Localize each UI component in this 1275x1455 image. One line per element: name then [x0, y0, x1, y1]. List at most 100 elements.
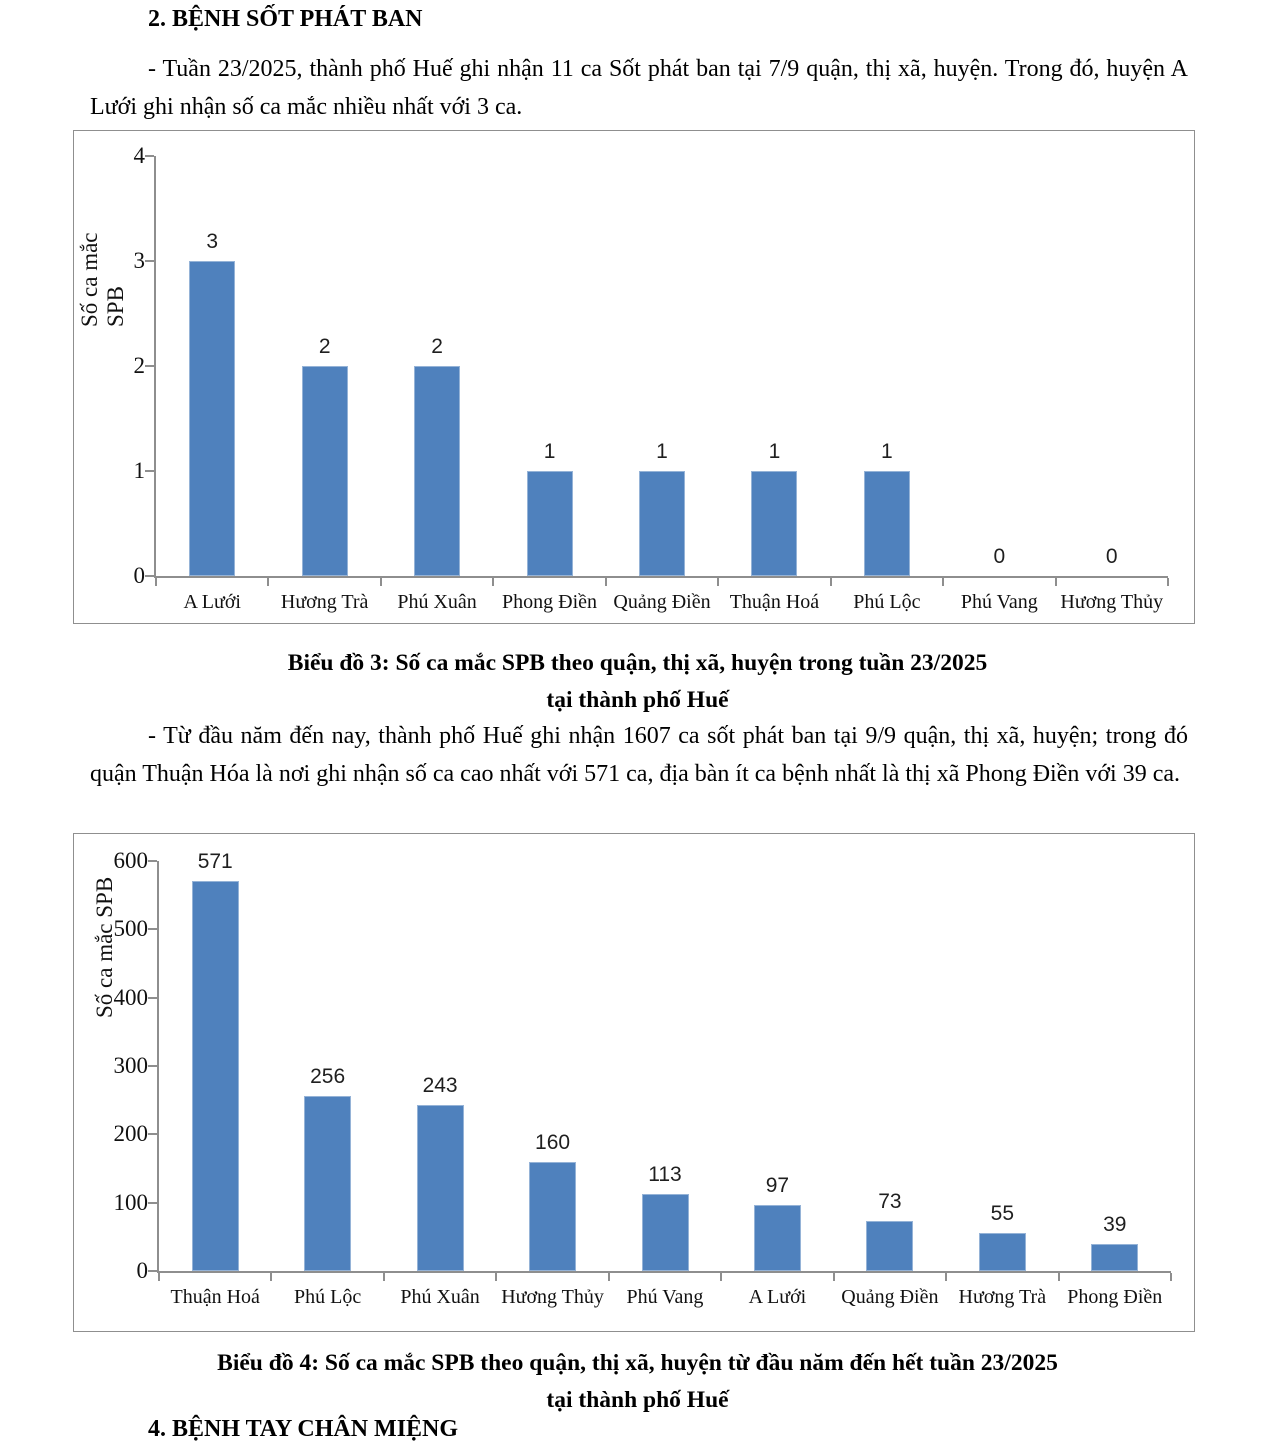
bar [866, 1221, 914, 1271]
x-category-label: Quảng Điền [841, 1286, 939, 1308]
y-axis-line [157, 861, 159, 1271]
y-tick-mark [145, 260, 154, 262]
bar-value-label: 160 [535, 1130, 571, 1154]
x-tick-mark [1054, 578, 1057, 586]
x-tick-mark [155, 578, 157, 586]
bar-value-label: 3 [206, 230, 219, 253]
y-tick-label: 4 [133, 143, 146, 168]
bar-value-label: 243 [422, 1073, 458, 1097]
bar-value-label: 2 [431, 335, 443, 358]
y-tick-label: 500 [113, 916, 149, 942]
chart4-caption-line2: tại thành phố Huế [546, 1387, 729, 1413]
bar [639, 471, 685, 576]
x-tick-mark [382, 1273, 385, 1281]
y-tick-mark [148, 1133, 157, 1136]
bar [416, 1104, 464, 1271]
x-category-label: Phú Xuân [397, 591, 477, 613]
x-category-label: Phú Lộc [853, 591, 921, 613]
x-category-label: Phú Lộc [294, 1286, 362, 1308]
bar-value-label: 256 [310, 1065, 346, 1089]
chart4-caption-line1: Biểu đồ 4: Số ca mắc SPB theo quận, thị … [217, 1350, 1058, 1376]
x-category-label: Hương Thủy [1060, 591, 1164, 613]
bar [414, 366, 461, 576]
y-tick-label: 0 [136, 1258, 149, 1283]
bar [978, 1233, 1026, 1271]
chart3-caption-line2: tại thành phố Huế [546, 687, 729, 713]
bar-value-label: 1 [768, 440, 781, 463]
x-tick-mark [832, 1273, 835, 1281]
x-category-label: Phong Điền [1067, 1286, 1163, 1308]
x-tick-mark [607, 1273, 610, 1281]
x-tick-mark [942, 578, 945, 586]
x-tick-mark [379, 578, 382, 586]
x-category-label: Phú Vang [626, 1286, 704, 1308]
x-category-label: A Lưới [748, 1286, 807, 1308]
x-tick-mark [717, 578, 720, 586]
x-category-label: Hương Trà [280, 591, 369, 613]
x-tick-mark [604, 578, 607, 586]
x-tick-mark [720, 1273, 723, 1281]
chart3-caption-line1: Biểu đồ 3: Số ca mắc SPB theo quận, thị … [287, 650, 988, 676]
bar [189, 261, 236, 576]
bar-value-label: 1 [881, 440, 893, 463]
x-axis-line [157, 1271, 1171, 1273]
y-tick-label: 3 [133, 248, 146, 273]
y-tick-mark [145, 155, 154, 157]
bar-value-label: 73 [878, 1190, 902, 1214]
x-tick-mark [492, 578, 495, 586]
section-heading-sot-phat-ban: 2. BỆNH SỐT PHÁT BAN [148, 6, 423, 32]
x-category-label: Quảng Điền [613, 591, 711, 613]
bar-value-label: 0 [1105, 545, 1118, 568]
x-tick-mark [1057, 1273, 1060, 1281]
paragraph-ytd-summary: - Từ đầu năm đến nay, thành phố Huế ghi … [90, 723, 1188, 787]
bar [641, 1193, 689, 1271]
y-tick-label: 2 [133, 353, 146, 378]
chart3-caption: Biểu đồ 3: Số ca mắc SPB theo quận, thị … [0, 645, 1275, 719]
x-tick-mark [267, 578, 270, 586]
y-tick-label: 200 [113, 1121, 149, 1147]
bar [301, 366, 348, 576]
bar [526, 471, 573, 576]
section-heading-tay-chan-mieng: 4. BỆNH TAY CHÂN MIỆNG [148, 1416, 459, 1442]
y-tick-label: 1 [133, 458, 146, 483]
bar [753, 1204, 801, 1271]
bar-value-label: 1 [543, 440, 556, 463]
bar-value-label: 55 [990, 1202, 1014, 1226]
x-axis-line [154, 576, 1168, 578]
bar [863, 471, 910, 576]
chart-spb-weekly: Số ca mắc SPB 0 1 2 3 4 3 A Lưới 2 Hương Trà 2 Phú … [73, 130, 1195, 624]
paragraph-week-summary: - Tuần 23/2025, thành phố Huế ghi nhận 1… [90, 56, 1188, 120]
bar-value-label: 113 [648, 1162, 682, 1186]
bar-value-label: 1 [656, 440, 668, 463]
x-category-label: Hương Thủy [501, 1286, 604, 1308]
y-axis-line [154, 156, 156, 576]
y-tick-mark [148, 1270, 157, 1272]
x-tick-mark [495, 1273, 498, 1281]
x-tick-mark [945, 1273, 948, 1281]
chart-spb-ytd: Số ca mắc SPB 0 100 200 300 400 500 600 571 Thuận… [73, 833, 1195, 1332]
y-tick-label: 400 [113, 984, 149, 1010]
bar-value-label: 0 [993, 545, 1006, 568]
bar-value-label: 97 [765, 1173, 790, 1197]
x-category-label: Phú Vang [960, 591, 1038, 613]
x-category-label: Hương Trà [958, 1286, 1047, 1308]
x-tick-mark [829, 578, 832, 586]
y-tick-mark [145, 365, 154, 367]
y-tick-label: 300 [113, 1053, 149, 1078]
bar [751, 471, 798, 576]
bar [1091, 1244, 1139, 1271]
bar [529, 1161, 577, 1271]
y-tick-label: 600 [113, 848, 149, 873]
bar [304, 1096, 352, 1271]
y-tick-label: 100 [113, 1189, 149, 1215]
bar-value-label: 39 [1103, 1213, 1127, 1237]
y-tick-mark [148, 928, 157, 931]
y-tick-label: 0 [133, 563, 146, 588]
x-tick-mark [158, 1273, 160, 1281]
y-tick-mark [145, 470, 154, 472]
x-tick-mark [1167, 578, 1169, 586]
x-tick-mark [1170, 1273, 1172, 1281]
x-category-label: A Lưới [183, 591, 241, 613]
y-tick-mark [148, 1065, 157, 1067]
